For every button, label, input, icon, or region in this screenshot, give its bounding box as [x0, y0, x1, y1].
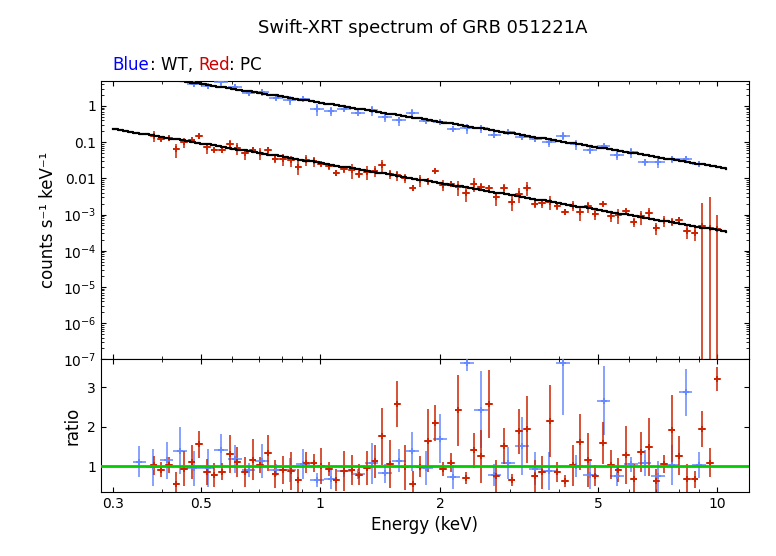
Text: Red: Red: [198, 56, 230, 73]
Text: : PC: : PC: [229, 56, 262, 73]
Y-axis label: counts s⁻¹ keV⁻¹: counts s⁻¹ keV⁻¹: [39, 152, 57, 288]
Text: Swift-XRT spectrum of GRB 051221A: Swift-XRT spectrum of GRB 051221A: [258, 19, 587, 37]
X-axis label: Energy (keV): Energy (keV): [372, 517, 478, 534]
Y-axis label: ratio: ratio: [64, 406, 81, 445]
Text: Blue: Blue: [113, 56, 149, 73]
Text: : WT,: : WT,: [150, 56, 198, 73]
